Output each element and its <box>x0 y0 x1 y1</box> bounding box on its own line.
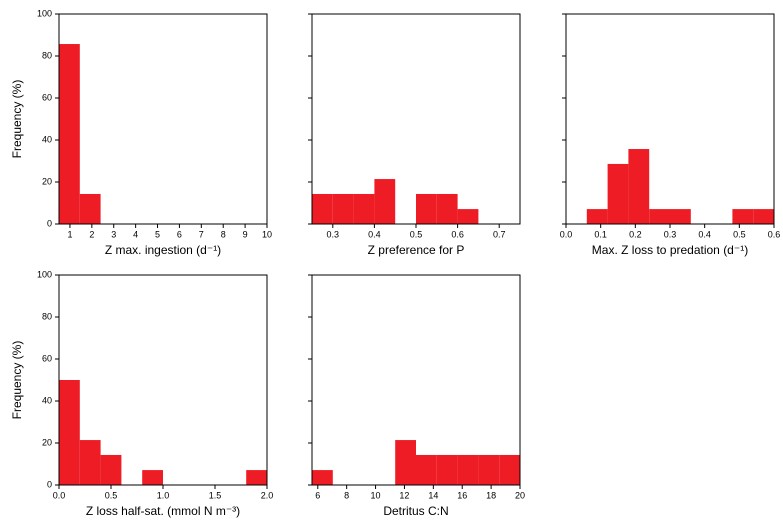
bar <box>732 209 754 224</box>
bar <box>628 149 650 224</box>
bar <box>79 440 101 485</box>
y-tick-label: 20 <box>42 176 52 186</box>
y-tick-label: 80 <box>42 311 52 321</box>
bar <box>649 209 670 224</box>
x-tick-label: 0.2 <box>629 229 642 239</box>
y-tick-label: 20 <box>42 437 52 447</box>
x-tick-label: 8 <box>344 490 349 500</box>
x-tick-label: 3 <box>111 229 116 239</box>
y-axis-label: Frequency (%) <box>10 341 24 420</box>
x-tick-label: 0.7 <box>493 229 506 239</box>
x-tick-label: 10 <box>371 490 381 500</box>
bar <box>246 470 267 485</box>
x-axis-label: Z max. ingestion (d⁻¹) <box>105 243 221 257</box>
y-tick-label: 0 <box>47 479 52 489</box>
bar <box>436 193 458 224</box>
bar <box>79 193 101 224</box>
x-tick-label: 12 <box>399 490 409 500</box>
bar <box>142 470 163 485</box>
x-axis-label: Max. Z loss to predation (d⁻¹) <box>592 243 748 257</box>
x-tick-label: 16 <box>457 490 467 500</box>
x-tick-label: 0.0 <box>560 229 573 239</box>
x-tick-label: 10 <box>262 229 272 239</box>
plot-frame <box>311 274 521 486</box>
x-tick-label: 0.0 <box>53 490 66 500</box>
x-tick-label: 0.5 <box>410 229 423 239</box>
x-tick-label: 0.6 <box>451 229 464 239</box>
bar <box>586 209 608 224</box>
x-tick-label: 2 <box>89 229 94 239</box>
bar <box>607 163 629 224</box>
x-tick-label: 0.1 <box>594 229 607 239</box>
y-tick-label: 40 <box>42 395 52 405</box>
bar <box>457 209 479 224</box>
y-axis-label: Frequency (%) <box>10 80 24 159</box>
x-tick-label: 2.0 <box>261 490 274 500</box>
x-tick-label: 6 <box>315 490 320 500</box>
x-tick-label: 14 <box>428 490 438 500</box>
bar <box>753 209 774 224</box>
y-tick-label: 100 <box>37 269 52 279</box>
x-tick-label: 18 <box>486 490 496 500</box>
x-tick-label: 1.0 <box>157 490 170 500</box>
x-axis-label: Detritus C:N <box>383 504 448 518</box>
x-tick-label: 20 <box>515 490 525 500</box>
x-tick-label: 0.4 <box>368 229 381 239</box>
bar <box>436 454 458 485</box>
x-tick-label: 6 <box>177 229 182 239</box>
x-tick-label: 0.3 <box>664 229 677 239</box>
x-tick-label: 7 <box>199 229 204 239</box>
x-tick-label: 0.5 <box>733 229 746 239</box>
x-tick-label: 1 <box>67 229 72 239</box>
x-tick-label: 1.5 <box>209 490 222 500</box>
bar <box>312 470 333 485</box>
y-tick-label: 100 <box>37 8 52 18</box>
bar <box>670 209 691 224</box>
bar <box>353 193 375 224</box>
bar <box>457 454 479 485</box>
bar <box>499 454 520 485</box>
y-tick-label: 0 <box>47 218 52 228</box>
x-tick-label: 0.4 <box>698 229 711 239</box>
y-tick-label: 40 <box>42 134 52 144</box>
plot-frame <box>311 13 521 225</box>
bar <box>100 454 122 485</box>
x-tick-label: 0.5 <box>105 490 118 500</box>
plot-frame <box>565 13 775 225</box>
bar <box>416 454 437 485</box>
x-tick-label: 8 <box>221 229 226 239</box>
bar <box>478 454 500 485</box>
y-tick-label: 60 <box>42 353 52 363</box>
x-axis-label: Z preference for P <box>368 243 465 257</box>
plot-frame <box>58 13 268 225</box>
x-tick-label: 0.6 <box>768 229 781 239</box>
bar <box>395 440 416 485</box>
x-tick-label: 9 <box>243 229 248 239</box>
bar <box>374 179 396 224</box>
bar <box>416 193 437 224</box>
x-tick-label: 0.3 <box>327 229 340 239</box>
x-tick-label: 4 <box>133 229 138 239</box>
bar <box>59 380 80 485</box>
bar <box>59 44 80 224</box>
bar <box>332 193 354 224</box>
x-tick-label: 5 <box>155 229 160 239</box>
y-tick-label: 60 <box>42 92 52 102</box>
bar <box>312 193 333 224</box>
y-tick-label: 80 <box>42 50 52 60</box>
x-axis-label: Z loss half-sat. (mmol N m⁻³) <box>86 504 240 518</box>
